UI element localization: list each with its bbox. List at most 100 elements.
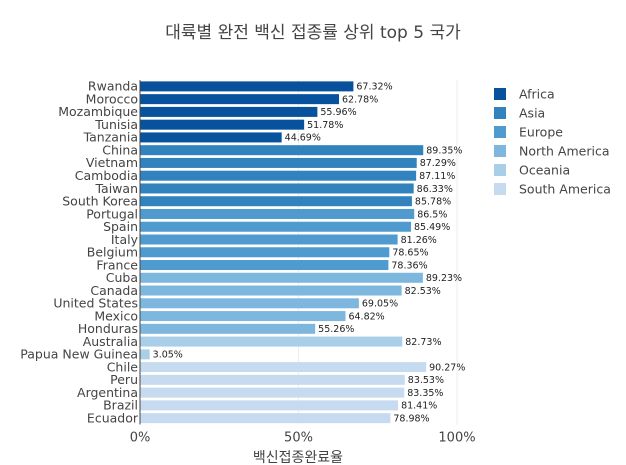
- value-label: 55.26%: [318, 324, 354, 335]
- category-label: France: [96, 257, 138, 272]
- bar[interactable]: [140, 260, 389, 271]
- bar-row: Cambodia 87.11%: [75, 168, 456, 183]
- legend-swatch: [494, 88, 506, 100]
- bar[interactable]: [140, 119, 305, 130]
- value-label: 44.69%: [285, 133, 321, 144]
- bar[interactable]: [140, 81, 354, 92]
- bar[interactable]: [140, 362, 427, 373]
- bar[interactable]: [140, 413, 391, 424]
- category-label: Mozambique: [58, 104, 138, 119]
- bar-row: Argentina 83.35%: [77, 385, 443, 400]
- legend-swatch: [494, 164, 506, 176]
- bar[interactable]: [140, 132, 282, 143]
- bar-row: Cuba 89.23%: [106, 270, 462, 285]
- category-label: Belgium: [87, 245, 138, 260]
- bar-row: Honduras 55.26%: [78, 321, 355, 336]
- x-tick-label: 50%: [284, 431, 313, 446]
- category-label: Honduras: [78, 321, 138, 336]
- bar[interactable]: [140, 336, 403, 347]
- bar-row: Morocco 62.78%: [86, 91, 379, 106]
- bar[interactable]: [140, 234, 398, 245]
- bar-row: France 78.36%: [96, 257, 427, 272]
- category-label: South Korea: [62, 194, 138, 209]
- legend-item[interactable]: Oceania: [494, 163, 570, 178]
- bar-row: Brazil 81.41%: [103, 398, 437, 413]
- bar[interactable]: [140, 272, 423, 283]
- category-label: Australia: [83, 334, 138, 349]
- category-label: Brazil: [103, 398, 138, 413]
- value-label: 85.78%: [415, 197, 451, 208]
- category-label: Tanzania: [83, 130, 138, 145]
- category-label: Papua New Guinea: [20, 347, 138, 362]
- value-label: 82.53%: [405, 286, 441, 297]
- category-label: Morocco: [86, 91, 138, 106]
- legend-label: Oceania: [519, 163, 570, 178]
- value-label: 86.5%: [417, 209, 447, 220]
- category-label: Taiwan: [94, 181, 138, 196]
- value-label: 55.96%: [320, 107, 356, 118]
- bar[interactable]: [140, 170, 417, 181]
- value-label: 90.27%: [429, 362, 465, 373]
- bar-row: Belgium 78.65%: [87, 245, 429, 260]
- legend-label: South America: [519, 182, 611, 197]
- legend-label: North America: [519, 144, 610, 159]
- bar[interactable]: [140, 311, 346, 322]
- legend-item[interactable]: North America: [494, 144, 610, 159]
- bar[interactable]: [140, 196, 412, 207]
- bar[interactable]: [140, 285, 402, 296]
- legend-swatch: [494, 145, 506, 157]
- category-label: Canada: [90, 283, 138, 298]
- x-axis-ticks: 0% 50% 100%: [130, 431, 476, 446]
- value-label: 78.98%: [393, 413, 429, 424]
- bar-row: Italy 81.26%: [111, 232, 437, 247]
- category-label: Ecuador: [87, 410, 139, 425]
- bar-row: Taiwan 86.33%: [94, 181, 452, 196]
- bar[interactable]: [140, 157, 417, 168]
- bar-row: Mexico 64.82%: [94, 308, 384, 323]
- bar[interactable]: [140, 323, 316, 334]
- value-label: 51.78%: [307, 120, 343, 131]
- legend-label: Europe: [519, 125, 563, 140]
- legend[interactable]: Africa Asia Europe North America Oceania Sout…: [494, 87, 611, 197]
- bar-row: Chile 90.27%: [107, 359, 466, 374]
- category-label: Argentina: [77, 385, 138, 400]
- x-tick-label: 100%: [438, 431, 475, 446]
- legend-item[interactable]: South America: [494, 182, 611, 197]
- bar[interactable]: [140, 145, 424, 156]
- value-label: 81.26%: [401, 235, 437, 246]
- bar-row: Ecuador 78.98%: [87, 410, 430, 425]
- bar[interactable]: [140, 183, 414, 194]
- bar-row: Papua New Guinea 3.05%: [20, 347, 183, 362]
- bar-row: Portugal 86.5%: [86, 206, 447, 221]
- legend-label: Asia: [519, 106, 545, 121]
- bar[interactable]: [140, 298, 359, 309]
- value-label: 67.32%: [356, 82, 392, 93]
- legend-swatch: [494, 126, 506, 138]
- x-tick-label: 0%: [130, 431, 151, 446]
- category-label: Portugal: [86, 206, 138, 221]
- legend-item[interactable]: Africa: [494, 87, 555, 102]
- legend-item[interactable]: Europe: [494, 125, 563, 140]
- chart-title: 대륙별 완전 백신 접종률 상위 top 5 국가: [165, 23, 461, 43]
- category-label: United States: [53, 296, 138, 311]
- bar[interactable]: [140, 208, 415, 219]
- legend-item[interactable]: Asia: [494, 106, 545, 121]
- bar[interactable]: [140, 106, 318, 117]
- legend-swatch: [494, 107, 506, 119]
- value-label: 87.11%: [419, 171, 455, 182]
- bar[interactable]: [140, 247, 390, 258]
- category-label: Chile: [107, 359, 139, 374]
- bar[interactable]: [140, 400, 399, 411]
- bar[interactable]: [140, 387, 405, 398]
- bar[interactable]: [140, 349, 150, 360]
- value-label: 78.65%: [392, 248, 428, 259]
- bar[interactable]: [140, 221, 412, 232]
- bar[interactable]: [140, 374, 405, 385]
- legend-label: Africa: [519, 87, 555, 102]
- bar[interactable]: [140, 94, 340, 105]
- value-label: 89.35%: [426, 145, 462, 156]
- value-label: 86.33%: [417, 184, 453, 195]
- bar-row: South Korea 85.78%: [62, 194, 451, 209]
- bar-row: United States 69.05%: [53, 296, 398, 311]
